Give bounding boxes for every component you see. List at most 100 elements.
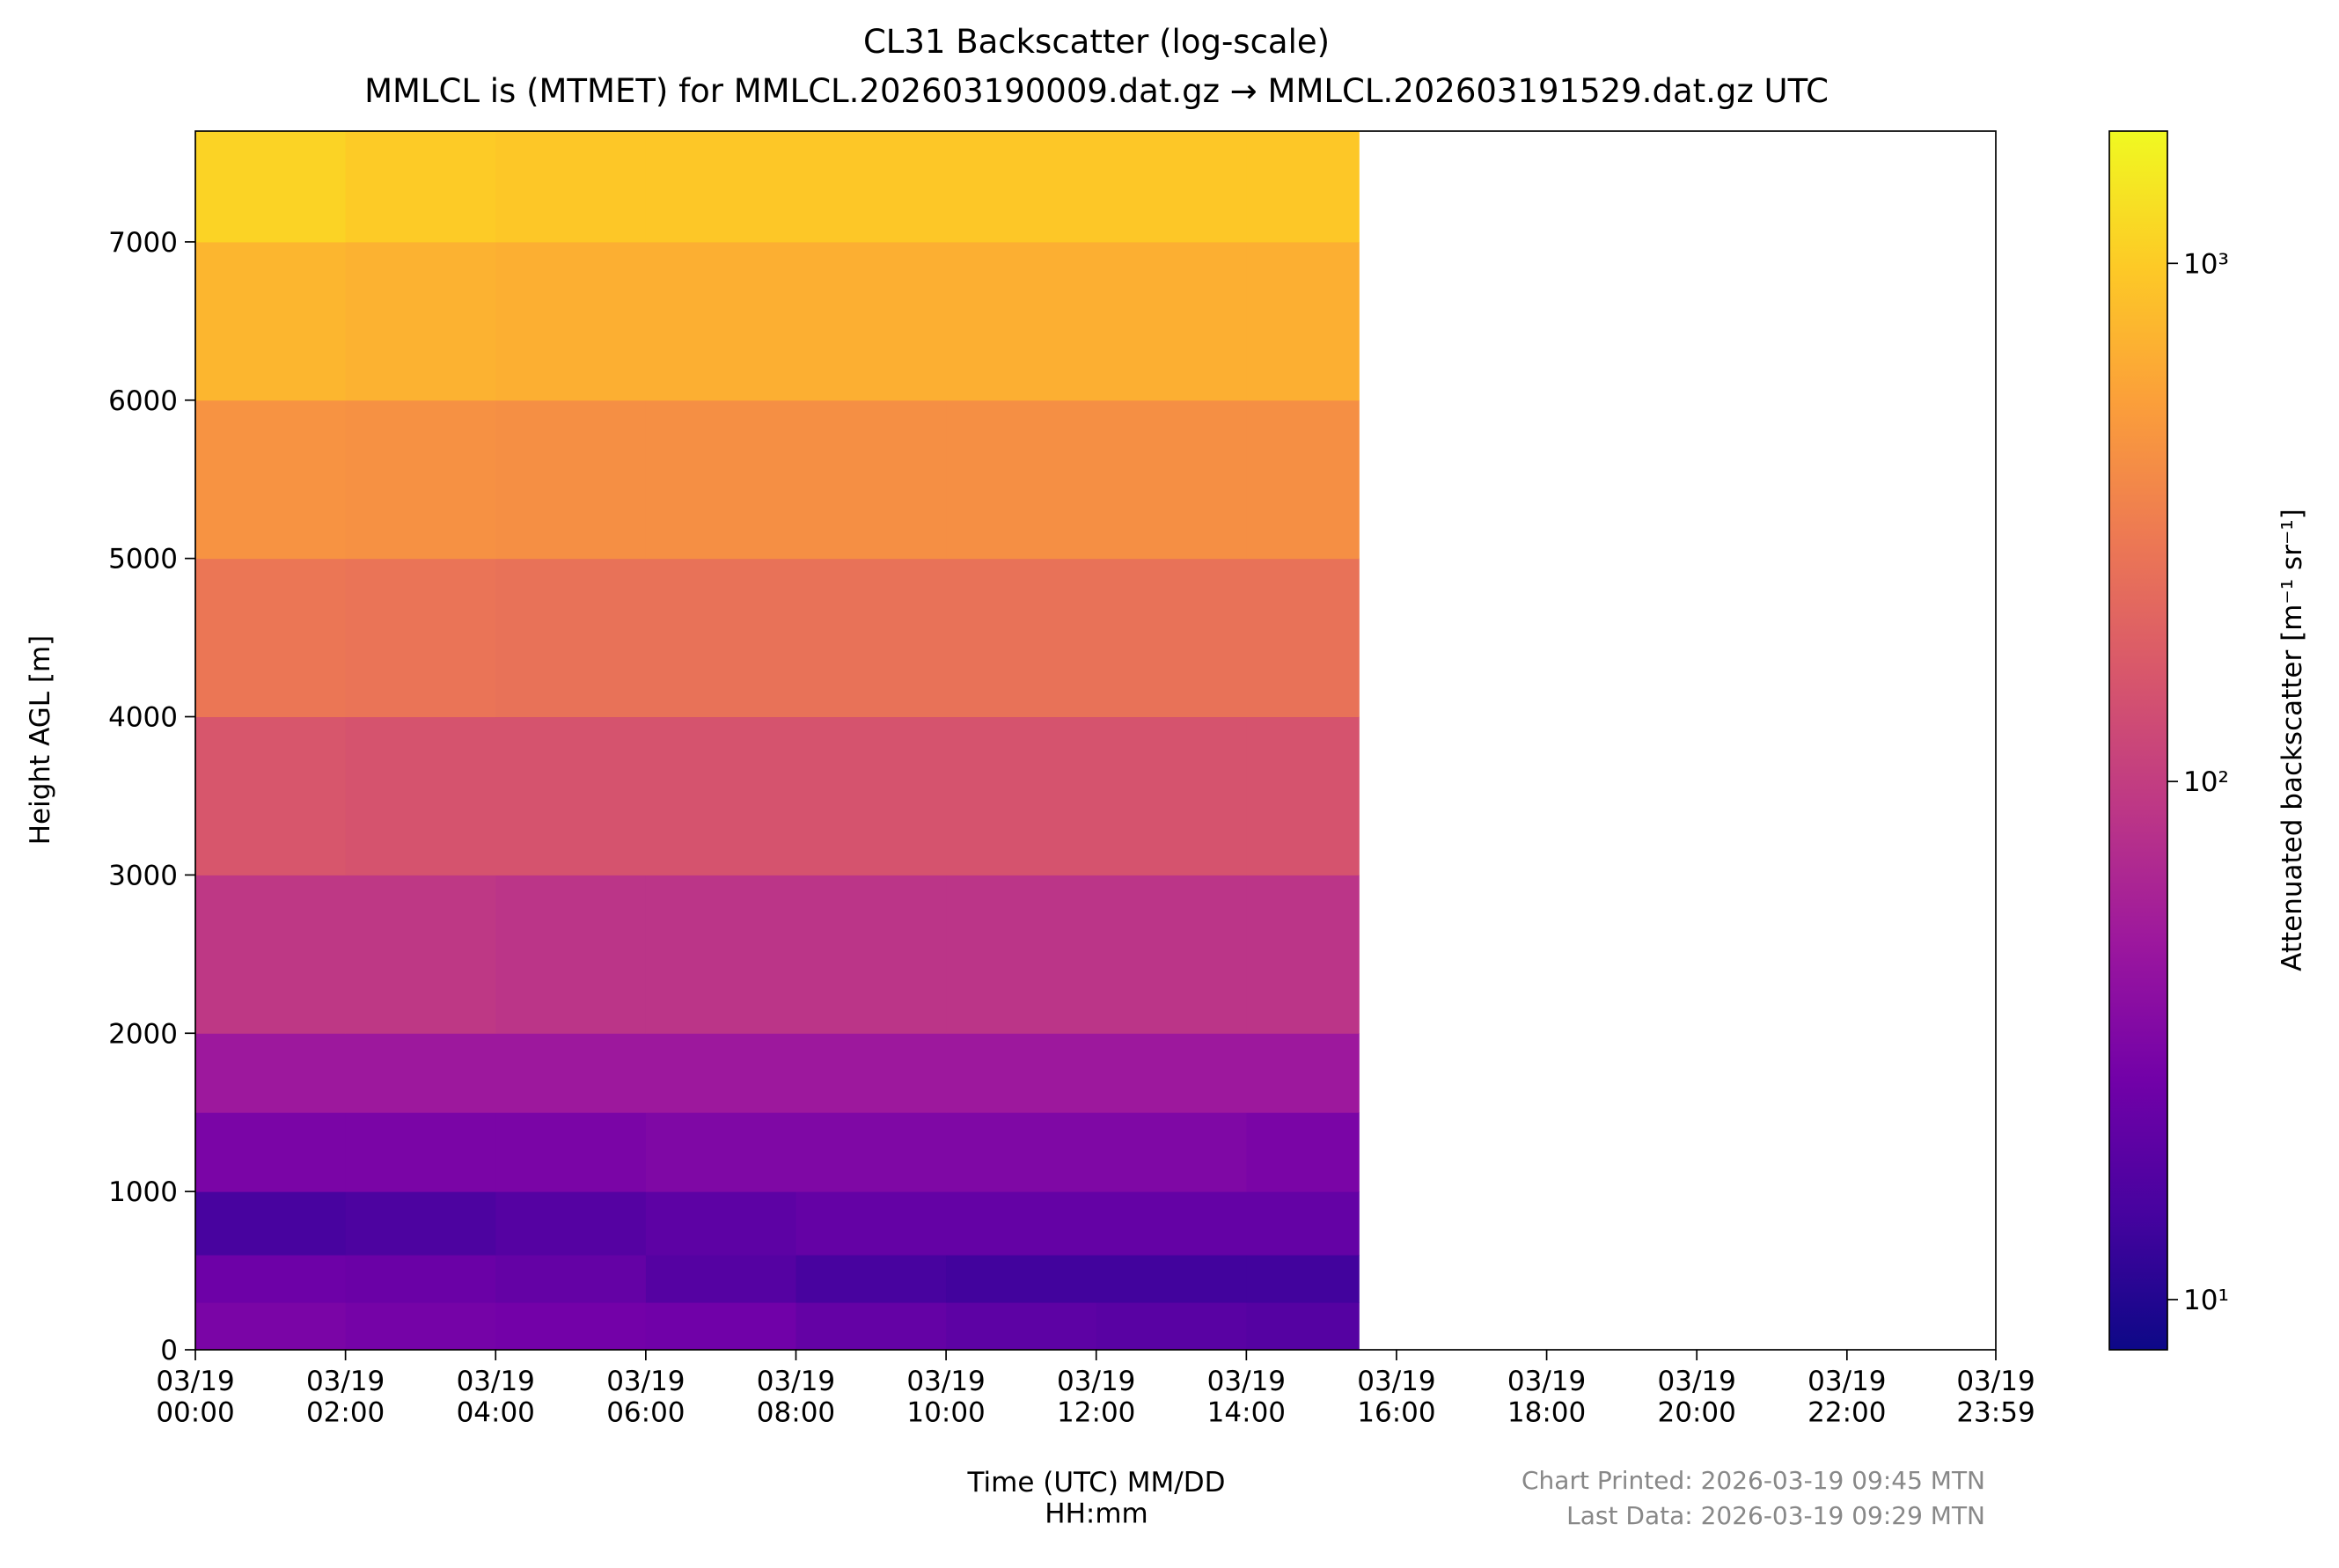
heatmap-cell: [195, 1302, 347, 1351]
heatmap-cell: [1246, 241, 1360, 401]
x-tick-label: 03/19 06:00: [606, 1366, 685, 1429]
heatmap-cell: [796, 558, 947, 718]
heatmap-cell: [195, 1255, 347, 1303]
heatmap-cell: [645, 241, 796, 401]
heatmap-cell: [195, 241, 347, 401]
y-tick-label: 1000: [108, 1176, 178, 1208]
heatmap-cell: [1246, 1255, 1360, 1303]
heatmap-cell: [495, 399, 647, 560]
heatmap-cell: [345, 716, 496, 876]
heatmap-cell: [1096, 558, 1247, 718]
heatmap-cell: [1246, 131, 1360, 243]
heatmap-cell: [1246, 558, 1360, 718]
heatmap-cell: [796, 241, 947, 401]
heatmap-cell: [796, 716, 947, 876]
x-tick-label: 03/19 12:00: [1057, 1366, 1135, 1429]
heatmap-cell: [1246, 1033, 1360, 1113]
heatmap-cell: [1096, 241, 1247, 401]
heatmap-cell: [495, 1033, 647, 1113]
heatmap-cell: [195, 558, 347, 718]
heatmap-cell: [345, 1255, 496, 1303]
heatmap-cell: [1246, 1191, 1360, 1256]
colorbar-tick-label: 10¹: [2183, 1285, 2229, 1316]
heatmap-cell: [1096, 1033, 1247, 1113]
heatmap-cell: [495, 1191, 647, 1256]
heatmap-cell: [946, 399, 1097, 560]
heatmap-cell: [796, 1302, 947, 1351]
heatmap-cell: [796, 1191, 947, 1256]
heatmap-cell: [1096, 1112, 1247, 1192]
heatmap-cell: [946, 1112, 1097, 1192]
x-tick-label: 03/19 18:00: [1507, 1366, 1586, 1429]
x-tick-label: 03/19 16:00: [1357, 1366, 1435, 1429]
heatmap-cell: [796, 131, 947, 243]
heatmap-cell: [495, 1112, 647, 1192]
heatmap-cell: [796, 1112, 947, 1192]
heatmap-cell: [495, 716, 647, 876]
heatmap-cell: [645, 558, 796, 718]
heatmap-cell: [946, 1302, 1097, 1351]
heatmap-cell: [195, 399, 347, 560]
heatmap-cell: [645, 1302, 796, 1351]
heatmap-cell: [345, 1033, 496, 1113]
heatmap-cell: [345, 1112, 496, 1192]
y-tick-label: 6000: [108, 385, 178, 417]
heatmap-cell: [645, 1112, 796, 1192]
heatmap-cell: [796, 399, 947, 560]
colorbar-label: Attenuated backscatter [m⁻¹ sr⁻¹]: [2277, 509, 2308, 971]
chart-title: CL31 Backscatter (log-scale): [863, 23, 1330, 61]
heatmap-cell: [645, 1033, 796, 1113]
heatmap-cell: [345, 558, 496, 718]
x-tick-label: 03/19 02:00: [306, 1366, 385, 1429]
chart-subtitle: MMLCL is (MTMET) for MMLCL.202603190009.…: [364, 72, 1829, 110]
heatmap-cell: [946, 1033, 1097, 1113]
heatmap-cell: [1246, 716, 1360, 876]
heatmap-cell: [195, 1191, 347, 1256]
heatmap-cell: [1246, 399, 1360, 560]
y-tick-label: 0: [160, 1335, 178, 1367]
x-tick-label: 03/19 10:00: [906, 1366, 985, 1429]
annotation: Last Data: 2026-03-19 09:29 MTN: [1566, 1501, 1985, 1530]
heatmap-cell: [1096, 399, 1247, 560]
x-tick-label: 03/19 23:59: [1956, 1366, 2035, 1429]
heatmap-cell: [1096, 716, 1247, 876]
y-tick-label: 3000: [108, 860, 178, 891]
heatmap-cell: [946, 716, 1097, 876]
heatmap-cell: [195, 1033, 347, 1113]
heatmap-cell: [645, 1191, 796, 1256]
heatmap-cell: [195, 1112, 347, 1192]
x-tick-label: 03/19 00:00: [156, 1366, 234, 1429]
heatmap-cell: [1246, 875, 1360, 1034]
heatmap-cell: [345, 399, 496, 560]
heatmap-cell: [1096, 875, 1247, 1034]
heatmap-cell: [946, 875, 1097, 1034]
annotation: Chart Printed: 2026-03-19 09:45 MTN: [1521, 1466, 1985, 1495]
heatmap-cell: [195, 875, 347, 1034]
heatmap-cell: [495, 1302, 647, 1351]
heatmap-cell: [495, 241, 647, 401]
colorbar: [2108, 130, 2168, 1351]
heatmap-cell: [495, 875, 647, 1034]
y-tick-label: 4000: [108, 702, 178, 734]
heatmap-cell: [195, 131, 347, 243]
heatmap-cell: [645, 716, 796, 876]
heatmap-cell: [1096, 1191, 1247, 1256]
x-tick-label: 03/19 08:00: [757, 1366, 835, 1429]
x-tick-label: 03/19 04:00: [457, 1366, 535, 1429]
heatmap-cell: [345, 131, 496, 243]
heatmap-cell: [645, 875, 796, 1034]
heatmap-cell: [345, 241, 496, 401]
heatmap-cell: [946, 558, 1097, 718]
heatmap-cell: [796, 1033, 947, 1113]
heatmap-cell: [946, 1191, 1097, 1256]
heatmap-cell: [345, 1191, 496, 1256]
heatmap-cell: [1096, 1255, 1247, 1303]
y-tick-label: 2000: [108, 1018, 178, 1050]
heatmap-cell: [645, 1255, 796, 1303]
heatmap-cell: [796, 1255, 947, 1303]
x-tick-label: 03/19 22:00: [1807, 1366, 1886, 1429]
heatmap-cell: [1096, 131, 1247, 243]
x-axis-label: Time (UTC) MM/DD HH:mm: [967, 1467, 1226, 1530]
y-axis-label: Height AGL [m]: [25, 635, 56, 846]
